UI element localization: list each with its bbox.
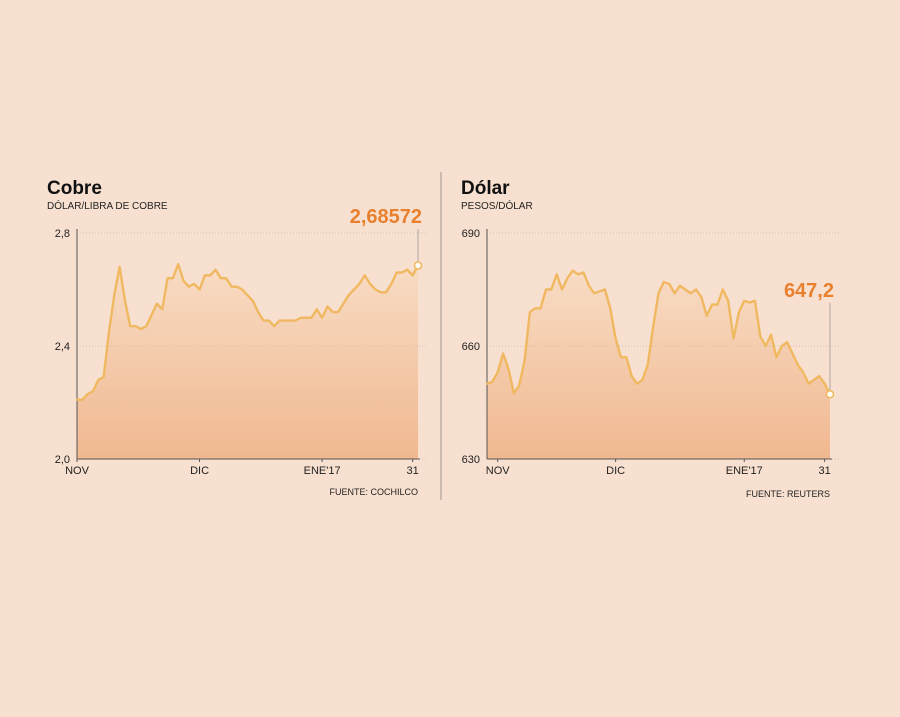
y-tick-label: 2,4 (55, 341, 70, 353)
x-tick-label: ENE'17 (726, 465, 763, 477)
area-fill (77, 264, 418, 459)
end-point-marker (413, 261, 423, 270)
area-fill (487, 270, 830, 459)
chart-subtitle: PESOS/DÓLAR (461, 199, 533, 212)
chart-source: FUENTE: REUTERS (746, 489, 830, 499)
end-point-marker (825, 389, 835, 399)
callout-value: 647,2 (784, 280, 834, 302)
series-line (485, 269, 832, 396)
chart-title: Dólar (461, 178, 510, 199)
x-tick-label: DIC (606, 465, 625, 477)
series-line (75, 262, 420, 401)
y-tick-label: 630 (462, 454, 480, 466)
x-tick-label: DIC (190, 465, 209, 477)
y-tick-label: 660 (462, 341, 480, 353)
x-tick-label: 31 (407, 465, 419, 477)
x-tick-label: NOV (486, 465, 511, 477)
x-tick-label: ENE'17 (304, 465, 341, 477)
callout-value: 2,68572 (350, 206, 422, 228)
chart-subtitle: DÓLAR/LIBRA DE COBRE (47, 199, 168, 212)
chart-source: FUENTE: COCHILCO (329, 487, 418, 497)
y-tick-label: 2,8 (55, 228, 70, 240)
chart-title: Cobre (47, 178, 102, 199)
x-tick-label: NOV (65, 465, 90, 477)
x-tick-label: 31 (819, 465, 831, 477)
y-tick-label: 690 (462, 228, 480, 240)
y-tick-label: 2,0 (55, 454, 70, 466)
